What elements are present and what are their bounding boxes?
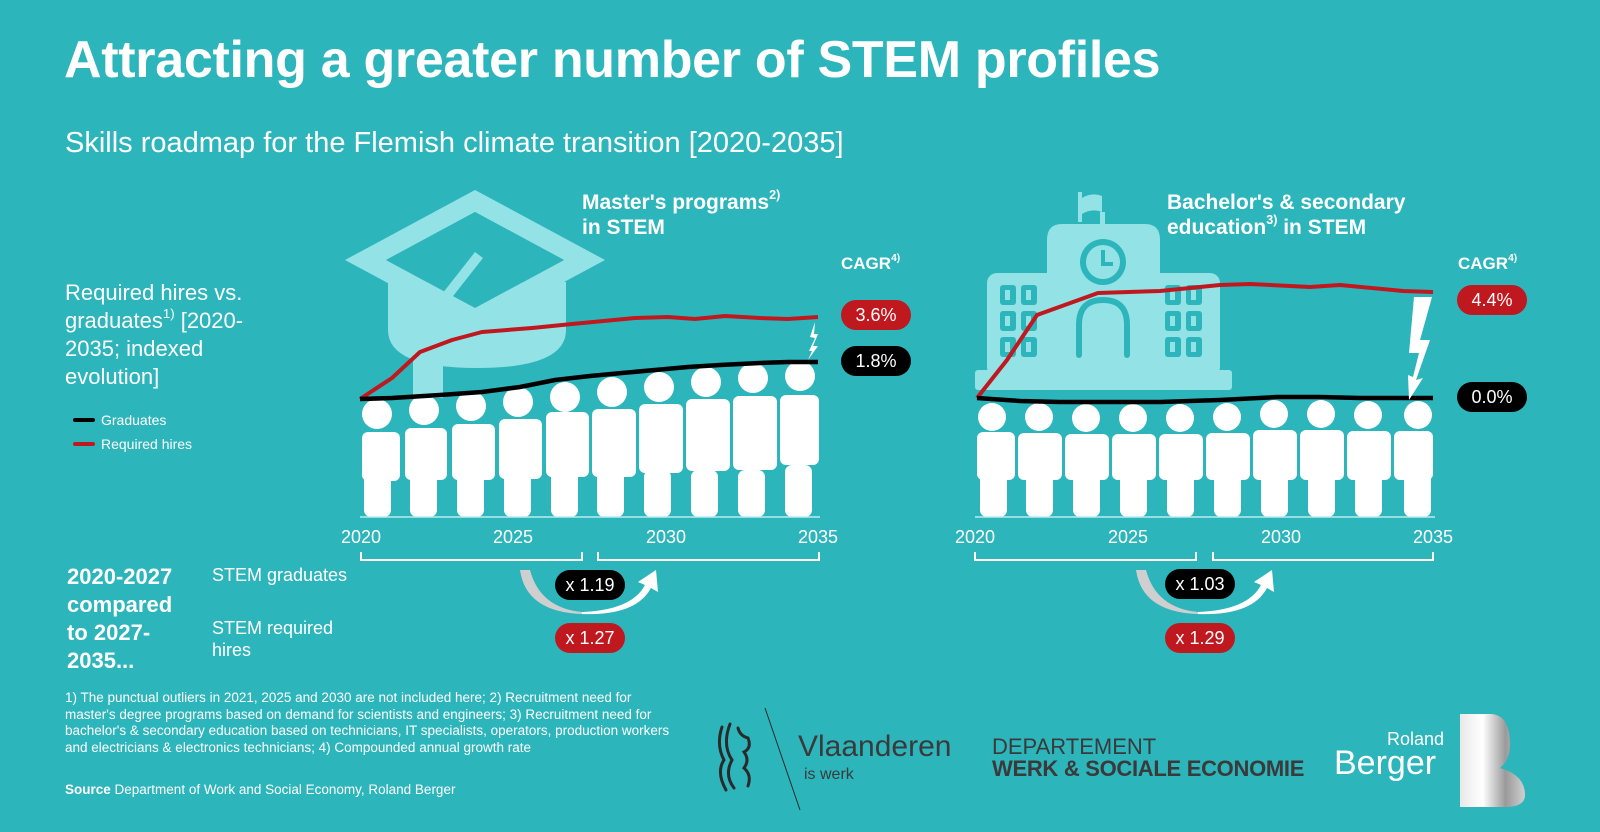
lightning-icon [1408, 297, 1432, 400]
required-hires-line-bachelors [975, 282, 1434, 400]
x-tick-2020-bachelors: 2020 [954, 527, 996, 547]
multiplier-graduates-masters: x 1.19 [555, 570, 625, 600]
lightning-icon [808, 322, 818, 360]
comparison-label-graduates: STEM graduates [212, 565, 348, 585]
required-hires-line-masters [358, 314, 819, 401]
legend-item-graduates: Graduates [73, 408, 192, 432]
roland-berger-logo-line1: Roland [1387, 729, 1445, 749]
footnotes: 1) The punctual outliers in 2021, 2025 a… [65, 690, 670, 755]
x-tick-2030-bachelors: 2030 [1260, 527, 1302, 547]
department-logo-line2: WERK & SOCIALE ECONOMIE [992, 756, 1305, 781]
chart-description: Required hires vs. graduates1) [2020- 20… [65, 280, 244, 389]
page-title: Attracting a greater number of STEM prof… [64, 31, 1161, 89]
roland-berger-logo-line2: Berger [1334, 744, 1437, 782]
legend-item-required-hires: Required hires [73, 432, 192, 456]
legend-swatch-graduates [73, 418, 95, 422]
department-logo-line1: DEPARTEMENT [992, 734, 1157, 759]
multiplier-graduates-bachelors: x 1.03 [1165, 569, 1235, 599]
cagr-label-masters: CAGR4) [841, 252, 901, 273]
x-tick-2035-masters: 2035 [797, 527, 839, 547]
x-tick-2025-masters: 2025 [492, 527, 534, 547]
cagr-badge-required-hires-bachelors: 4.4% [1457, 285, 1527, 315]
comparison-heading: 2020-2027 compared to 2027-2035... [67, 564, 173, 673]
cagr-badge-graduates-masters: 1.8% [841, 346, 911, 376]
vlaanderen-logo-tagline: is werk [804, 766, 854, 783]
legend-swatch-required-hires [73, 442, 95, 446]
x-tick-2035-bachelors: 2035 [1412, 527, 1454, 547]
x-tick-2025-bachelors: 2025 [1107, 527, 1149, 547]
chart-title-masters: Master's programs2) in STEM [582, 188, 781, 239]
multiplier-required-hires-masters: x 1.27 [555, 623, 625, 653]
chart-legend: Graduates Required hires [73, 408, 192, 456]
cagr-badge-graduates-bachelors: 0.0% [1457, 382, 1527, 412]
x-tick-2020-masters: 2020 [340, 527, 382, 547]
graduates-line-bachelors [976, 394, 1433, 405]
comparison-label-required-hires: STEM required hires [212, 618, 334, 660]
comparison-arc-icon [520, 570, 582, 614]
vlaanderen-logo-text: Vlaanderen [798, 730, 952, 763]
graduates-line-masters [359, 359, 818, 402]
source-note: Source Department of Work and Social Eco… [65, 782, 456, 797]
x-tick-2030-masters: 2030 [645, 527, 687, 547]
page-subtitle: Skills roadmap for the Flemish climate t… [65, 127, 844, 159]
cagr-label-bachelors: CAGR4) [1458, 252, 1518, 273]
multiplier-required-hires-bachelors: x 1.29 [1165, 623, 1235, 653]
comparison-arc-icon [1136, 570, 1198, 614]
cagr-badge-required-hires-masters: 3.6% [841, 300, 911, 330]
chart-title-bachelors: Bachelor's & secondary education3) in ST… [1167, 191, 1406, 239]
